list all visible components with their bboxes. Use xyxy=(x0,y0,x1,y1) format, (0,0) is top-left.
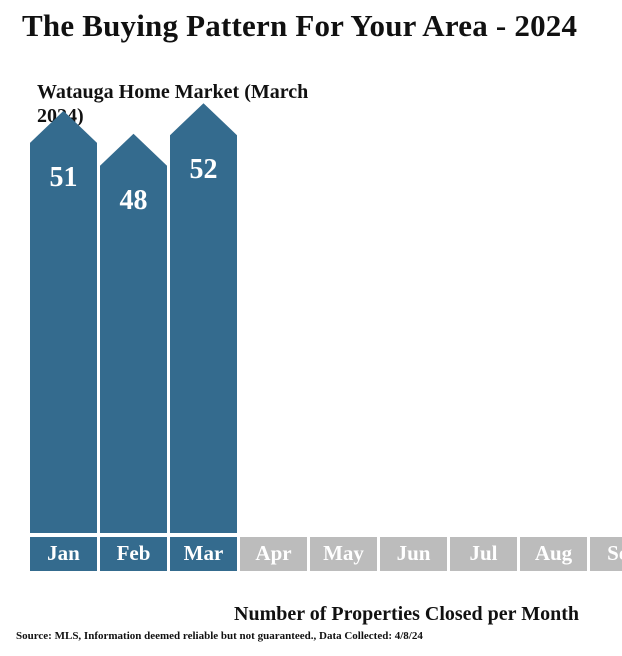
month-box-may xyxy=(310,537,377,571)
month-box-mar xyxy=(170,537,237,571)
page-title: The Buying Pattern For Your Area - 2024 xyxy=(22,8,578,43)
bar-jan xyxy=(30,110,97,533)
value-label-jan: 51 xyxy=(50,162,78,193)
month-label-may: May xyxy=(323,541,364,565)
month-box-aug xyxy=(520,537,587,571)
month-label-jun: Jun xyxy=(397,541,431,565)
month-box-apr xyxy=(240,537,307,571)
month-label-mar: Mar xyxy=(184,541,224,565)
month-box-sep xyxy=(590,537,622,571)
source-note: Source: MLS, Information deemed reliable… xyxy=(16,630,423,642)
bar-feb xyxy=(100,133,167,534)
chart-footer-title: Number of Properties Closed per Month xyxy=(234,603,579,625)
month-label-apr: Apr xyxy=(255,541,291,565)
month-label-feb: Feb xyxy=(117,541,151,565)
month-box-jan xyxy=(30,537,97,571)
month-box-feb xyxy=(100,537,167,571)
month-label-aug: Aug xyxy=(535,541,573,565)
month-box-jul xyxy=(450,537,517,571)
month-label-sep: Sep xyxy=(607,541,622,565)
month-label-jan: Jan xyxy=(47,541,80,565)
bar-chart: 51 Jan 48 Feb 52 Mar Apr May Jun Jul Aug Sep xyxy=(30,103,622,571)
month-box-jun xyxy=(380,537,447,571)
value-label-feb: 48 xyxy=(120,185,148,216)
value-label-mar: 52 xyxy=(190,154,218,185)
bar-mar xyxy=(170,103,237,533)
month-label-jul: Jul xyxy=(469,541,497,565)
